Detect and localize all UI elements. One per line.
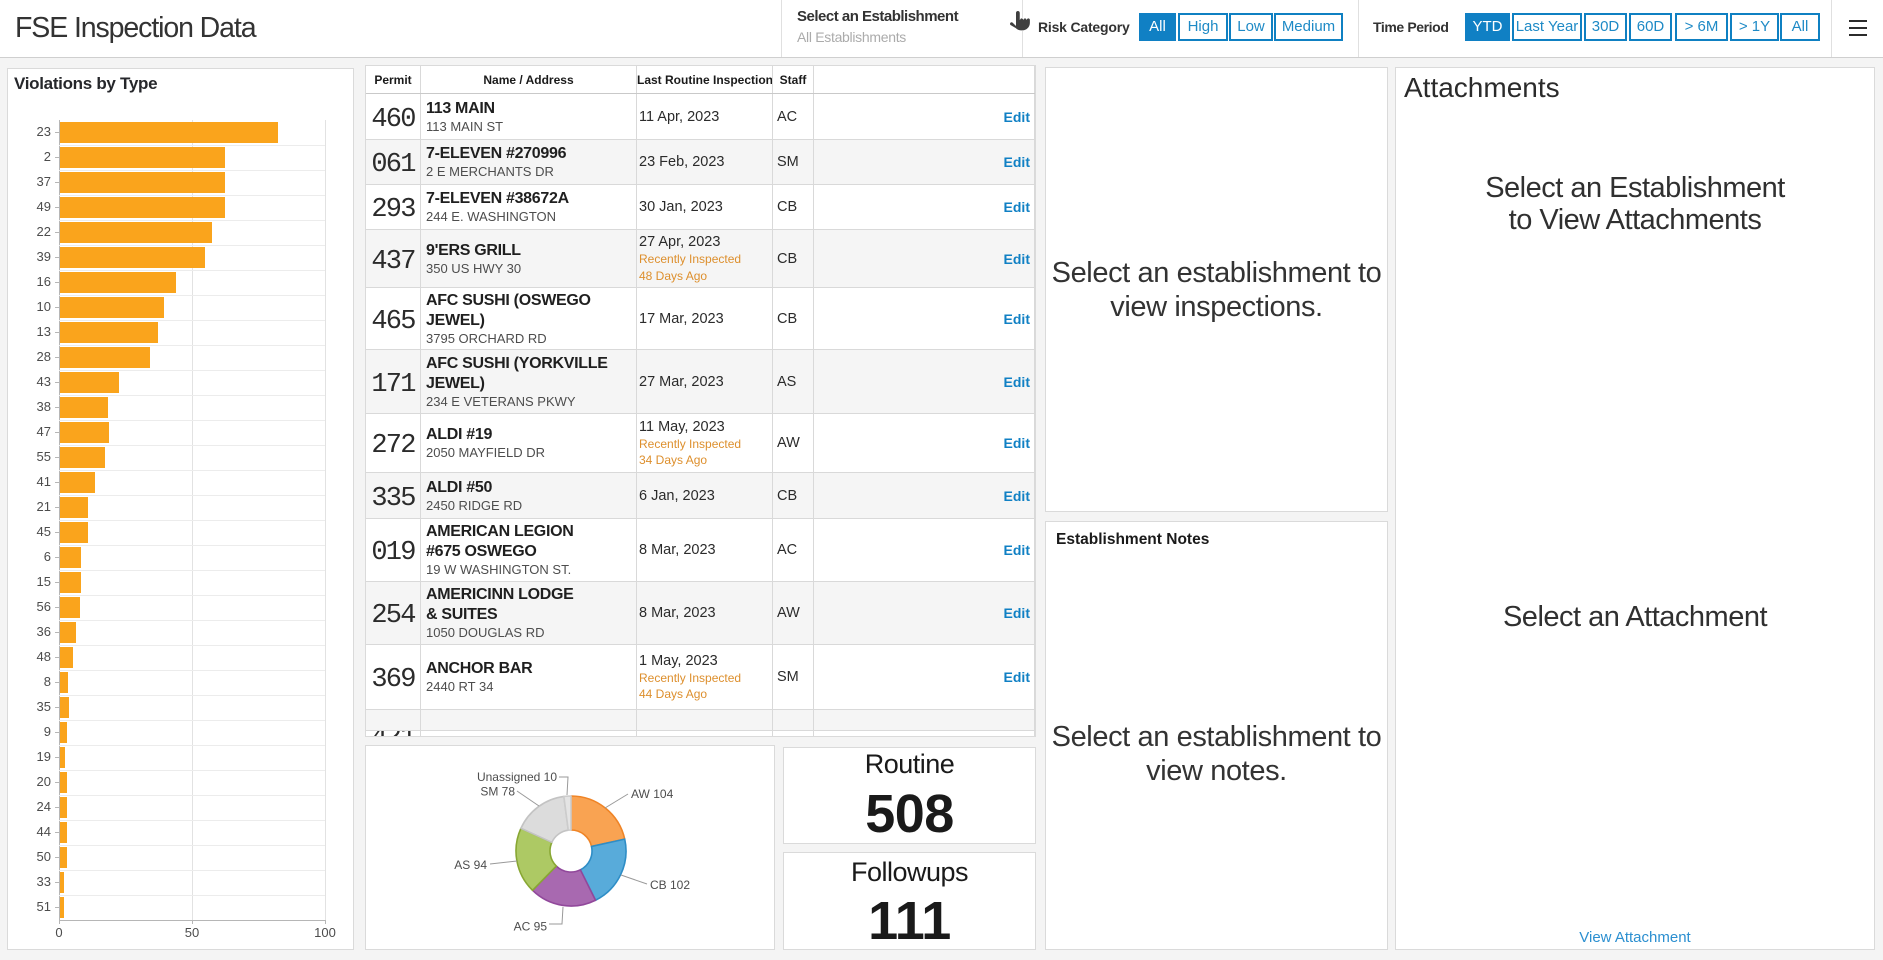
svg-text:AC 95: AC 95 xyxy=(514,920,548,934)
svg-text:CB 102: CB 102 xyxy=(650,878,690,892)
svg-text:SM 78: SM 78 xyxy=(480,785,515,799)
svg-text:AS 94: AS 94 xyxy=(454,858,487,872)
svg-text:AW 104: AW 104 xyxy=(631,787,674,801)
svg-text:Unassigned 10: Unassigned 10 xyxy=(477,770,557,784)
